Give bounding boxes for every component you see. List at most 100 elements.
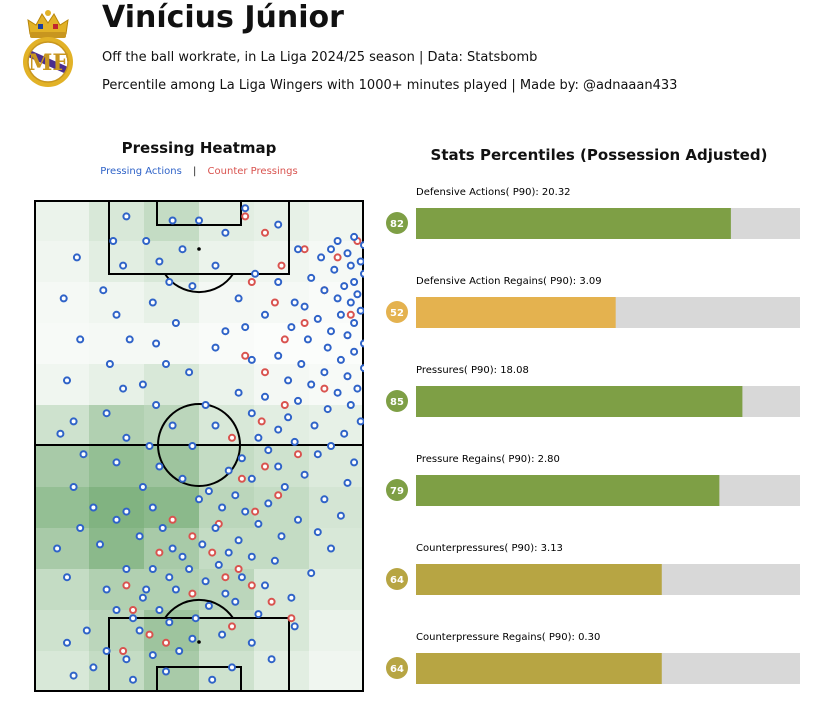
pressing-action-point (89, 663, 98, 672)
pressing-action-point (129, 614, 137, 623)
pressing-action-point (218, 630, 227, 639)
pressing-action-point (264, 499, 273, 508)
pressing-action-point (294, 245, 302, 254)
pressing-action-point (135, 626, 144, 635)
pressing-action-point (198, 540, 207, 549)
stat-row: Counterpressures( P90): 3.13 64 (386, 543, 800, 595)
heatmap-title: Pressing Heatmap (121, 139, 277, 157)
heatmap-cell (144, 446, 199, 487)
pressing-action-point (350, 319, 359, 327)
pressing-action-point (155, 257, 164, 266)
pressing-action-point (82, 626, 91, 635)
pressing-action-point (148, 298, 157, 307)
pressing-action-point (138, 380, 147, 389)
pressing-action-point (69, 483, 78, 491)
heatmap-cell (89, 405, 144, 446)
pressing-action-point (247, 355, 256, 364)
counter-pressing-point (287, 614, 296, 623)
pressing-action-point (261, 310, 269, 319)
pressing-action-point (323, 343, 332, 352)
pressing-action-point (247, 638, 256, 647)
heatmap-cell (89, 528, 144, 569)
stat-bar (416, 386, 743, 417)
heatmap-cell (199, 364, 254, 405)
pressing-action-point (63, 638, 71, 647)
percentile-badge-label: 85 (390, 397, 404, 408)
pressing-action-point (313, 450, 322, 459)
heatmap-cell (199, 282, 254, 323)
counter-pressing-point (261, 368, 269, 377)
pressing-action-point (340, 429, 349, 438)
pressing-action-point (168, 544, 177, 553)
pressing-action-point (148, 565, 157, 573)
counter-pressing-point (234, 565, 243, 573)
counter-pressing-point (237, 474, 246, 483)
pressing-action-point (270, 556, 279, 565)
pressing-action-point (122, 507, 131, 516)
pressing-action-point (171, 585, 180, 594)
pressing-action-point (178, 245, 187, 254)
pressing-action-point (274, 220, 283, 229)
pressing-action-point (89, 503, 98, 512)
pressing-action-point (185, 565, 194, 573)
pressing-action-point (201, 577, 210, 586)
pressing-action-point (76, 335, 85, 344)
pressing-action-point (221, 589, 230, 598)
counter-pressing-point (274, 491, 283, 500)
real-madrid-crest-icon: MF (23, 10, 73, 87)
counter-pressing-point (241, 212, 250, 221)
pressing-action-point (330, 265, 339, 274)
counter-pressing-point (280, 401, 289, 409)
pressing-action-point (280, 483, 289, 491)
pressing-action-point (274, 278, 283, 286)
pressing-action-point (214, 560, 223, 569)
subtitle-percentile: Percentile among La Liga Wingers with 10… (102, 78, 678, 93)
pressing-action-point (112, 458, 121, 467)
pressing-action-point (211, 261, 220, 270)
heatmap-cell (254, 405, 309, 446)
percentile-badge (386, 568, 408, 590)
penalty-spot-top (197, 247, 201, 251)
heatmap-legend: Pressing Actions | Counter Pressings (0, 166, 398, 177)
pressing-action-point (284, 376, 293, 385)
stat-label: Defensive Actions( P90): 20.32 (416, 187, 571, 198)
pressing-action-point (343, 478, 352, 487)
pressing-action-point (241, 323, 250, 332)
pressing-action-point (224, 548, 233, 557)
pressing-action-point (356, 417, 364, 426)
pressing-action-point (284, 413, 293, 422)
pressing-action-point (135, 532, 144, 541)
counter-pressing-point (162, 638, 170, 647)
penalty-spot (197, 640, 201, 644)
counter-pressing-point (188, 532, 197, 541)
pressing-action-point (320, 286, 329, 295)
heatmap-cells (34, 200, 364, 692)
pressing-action-point (287, 593, 296, 602)
counter-pressing-point (129, 606, 137, 614)
heatmap-cell (34, 364, 89, 405)
stat-label: Pressures( P90): 18.08 (416, 365, 529, 376)
pressing-action-point (327, 327, 335, 336)
stat-row: Pressures( P90): 18.08 85 (386, 365, 800, 417)
pressing-action-point (188, 634, 197, 643)
pressing-action-point (336, 355, 345, 364)
heatmap-cell (34, 200, 89, 241)
pressing-action-point (300, 302, 309, 311)
heatmap-cell (254, 569, 309, 610)
pressing-action-point (148, 503, 157, 512)
stat-bar (416, 297, 616, 328)
pressing-action-point (294, 515, 302, 524)
stat-label: Counterpressure Regains( P90): 0.30 (416, 632, 600, 643)
pressing-action-point (129, 675, 137, 684)
stat-bar (416, 475, 720, 506)
pressing-action-point (59, 294, 68, 303)
pressing-action-point (122, 433, 131, 442)
pressing-action-point (155, 606, 164, 614)
counter-pressing-point (320, 384, 329, 393)
counter-pressing-point (300, 245, 309, 254)
percentile-badge (386, 657, 408, 679)
pressing-action-point (340, 282, 349, 291)
stat-bar (416, 564, 662, 595)
heatmap-cell (34, 487, 89, 528)
pressing-action-point (72, 253, 81, 262)
